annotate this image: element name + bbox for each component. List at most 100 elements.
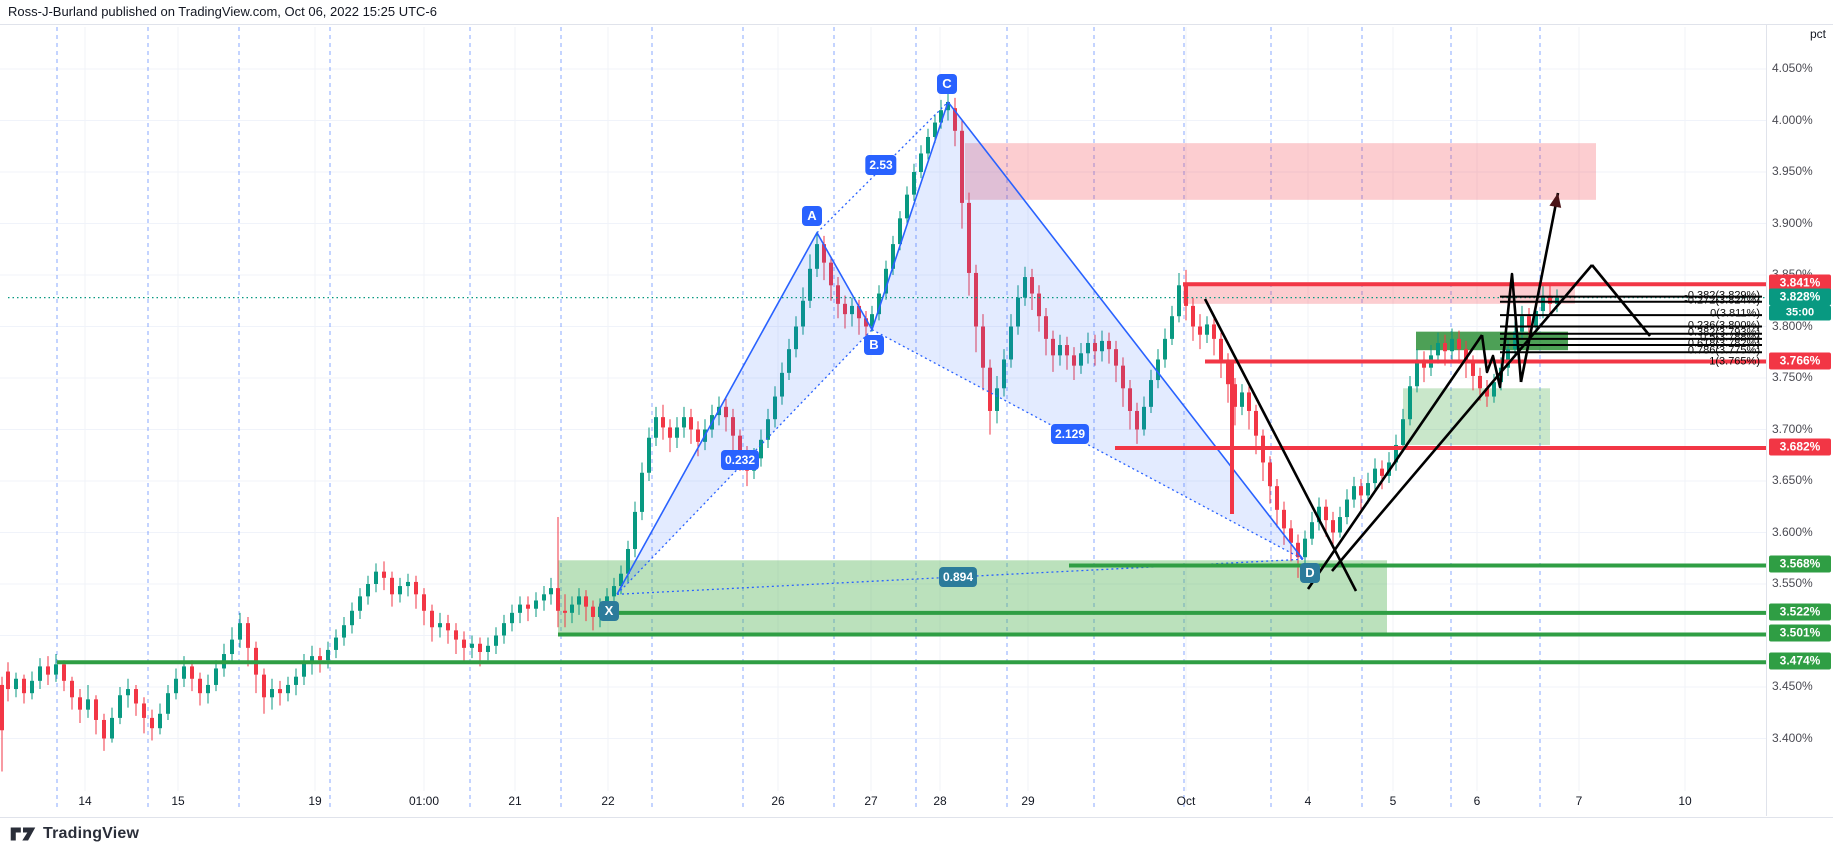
candle-body bbox=[1310, 522, 1314, 539]
tradingview-logo[interactable]: TradingView bbox=[10, 822, 139, 846]
candle-body bbox=[967, 202, 971, 273]
candle-body bbox=[1177, 285, 1181, 317]
candle-body bbox=[1485, 388, 1489, 397]
candle-body bbox=[1254, 410, 1258, 436]
candle-body bbox=[884, 268, 888, 294]
candle-body bbox=[953, 108, 957, 131]
candle-body bbox=[549, 588, 553, 595]
candle-body bbox=[526, 604, 530, 609]
price-axis-label: 3.800% bbox=[1772, 318, 1813, 333]
candle-body bbox=[102, 719, 106, 739]
candle-body bbox=[382, 571, 386, 578]
candle-body bbox=[1366, 483, 1370, 496]
time-axis-label: Oct bbox=[1176, 794, 1196, 808]
candle-body bbox=[1191, 305, 1195, 327]
candle-body bbox=[1121, 365, 1125, 389]
candle-body bbox=[1058, 345, 1062, 356]
trend-line bbox=[1203, 298, 1358, 592]
candle-body bbox=[759, 439, 763, 459]
candle-body bbox=[1030, 277, 1034, 294]
candle-body bbox=[94, 699, 98, 720]
candle-body bbox=[974, 272, 978, 327]
candle-body bbox=[829, 262, 833, 286]
candle-body bbox=[1408, 386, 1412, 420]
candle-body bbox=[850, 305, 854, 315]
trend-annotation[interactable] bbox=[1203, 192, 1652, 592]
candle-body bbox=[1450, 338, 1454, 352]
pattern-edge bbox=[816, 232, 873, 330]
candle-body bbox=[1275, 486, 1279, 510]
candle-body bbox=[302, 662, 306, 677]
chart-area[interactable] bbox=[0, 24, 1833, 818]
candle-body bbox=[919, 153, 923, 172]
candle-body bbox=[310, 656, 314, 663]
time-axis-label: 7 bbox=[1575, 794, 1583, 808]
time-axis-label: 19 bbox=[308, 794, 322, 808]
pattern-edge bbox=[947, 101, 1304, 560]
time-axis-label: 26 bbox=[771, 794, 785, 808]
candle-body bbox=[78, 697, 82, 710]
candle-body bbox=[54, 664, 58, 675]
price-axis-label: 3.900% bbox=[1772, 215, 1813, 230]
candle-body bbox=[1457, 338, 1461, 350]
candle-body bbox=[1114, 349, 1118, 366]
pattern-ratio-label: 0.232 bbox=[720, 450, 760, 470]
candle-body bbox=[62, 664, 66, 681]
tradingview-logo-text: TradingView bbox=[43, 825, 140, 842]
candle-body bbox=[46, 666, 50, 675]
candle-body bbox=[470, 643, 474, 648]
candle-body bbox=[246, 623, 250, 648]
tradingview-logo-icon bbox=[10, 827, 36, 841]
candle-body bbox=[626, 548, 630, 574]
time-axis-label: 4 bbox=[1304, 794, 1312, 808]
pattern-point-B[interactable]: B bbox=[864, 335, 884, 355]
candle-body bbox=[1051, 338, 1055, 356]
candle-body bbox=[1338, 517, 1342, 533]
time-axis-label: 10 bbox=[1678, 794, 1692, 808]
pattern-point-X[interactable]: X bbox=[599, 601, 619, 621]
time-axis-label: 22 bbox=[601, 794, 615, 808]
candle-body bbox=[1023, 277, 1027, 298]
candle-body bbox=[142, 703, 146, 718]
candle-body bbox=[1289, 528, 1293, 543]
time-axis-label: 5 bbox=[1389, 794, 1397, 808]
candle-body bbox=[1268, 462, 1272, 487]
candle-body bbox=[438, 623, 442, 628]
candle-body bbox=[731, 417, 735, 436]
candle-body bbox=[787, 349, 791, 373]
candle-body bbox=[1170, 316, 1174, 339]
candle-body bbox=[591, 606, 595, 617]
candle-body bbox=[6, 671, 10, 690]
candle-body bbox=[1478, 375, 1482, 389]
candle-body bbox=[358, 596, 362, 611]
candle-body bbox=[773, 396, 777, 420]
candle-body bbox=[556, 588, 560, 611]
candle-body bbox=[70, 680, 74, 698]
candle-body bbox=[398, 586, 402, 595]
candle-body bbox=[278, 689, 282, 694]
candle-body bbox=[939, 110, 943, 123]
pattern-point-D[interactable]: D bbox=[1300, 563, 1320, 583]
candle-body bbox=[134, 689, 138, 704]
candle-body bbox=[647, 437, 651, 473]
candle-body bbox=[158, 713, 162, 729]
price-chip-countdown: 35:00 bbox=[1769, 305, 1831, 321]
candle-body bbox=[1198, 326, 1202, 335]
fib-level-label: 1(3.765%) bbox=[1709, 354, 1760, 367]
candle-body bbox=[1212, 324, 1216, 339]
time-axis-label: 28 bbox=[933, 794, 947, 808]
pattern-point-A[interactable]: A bbox=[802, 206, 822, 226]
harmonic-xabcd-pattern[interactable] bbox=[616, 101, 1304, 595]
candle-body bbox=[214, 668, 218, 685]
candle-body bbox=[633, 511, 637, 549]
pattern-point-C[interactable]: C bbox=[937, 74, 957, 94]
price-chart-canvas[interactable] bbox=[0, 25, 1834, 845]
price-axis-label: 3.550% bbox=[1772, 576, 1813, 590]
candle-body bbox=[270, 689, 274, 698]
price-chip: 3.766% bbox=[1769, 352, 1831, 370]
trend-line bbox=[1306, 334, 1484, 590]
candle-body bbox=[1394, 444, 1398, 463]
price-axis-label: 3.450% bbox=[1772, 679, 1813, 693]
pattern-fill bbox=[872, 101, 1303, 560]
